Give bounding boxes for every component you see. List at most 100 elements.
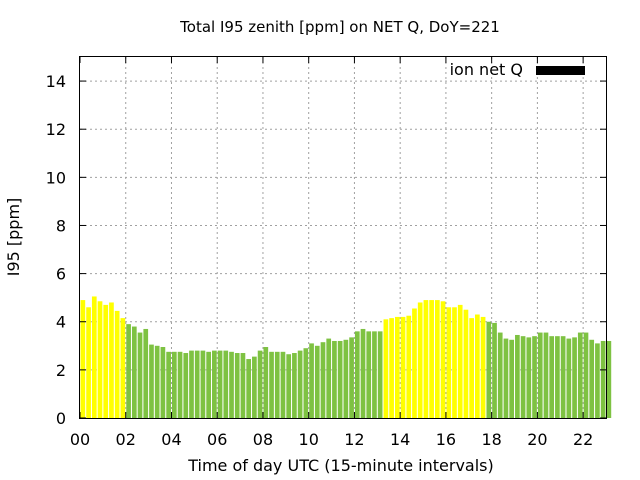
axis-ticks bbox=[79, 57, 606, 419]
bar bbox=[149, 344, 154, 418]
x-tick-label: 10 bbox=[299, 430, 319, 449]
x-tick-label: 00 bbox=[70, 430, 90, 449]
legend-label: ion net Q bbox=[450, 60, 523, 79]
x-tick-label: 18 bbox=[481, 430, 501, 449]
bar bbox=[400, 316, 406, 418]
bar bbox=[383, 319, 389, 418]
bar bbox=[509, 339, 515, 418]
bar bbox=[212, 350, 217, 418]
y-tick-label: 14 bbox=[46, 72, 66, 91]
bar bbox=[171, 351, 177, 418]
bar bbox=[229, 351, 234, 418]
bar bbox=[475, 314, 480, 418]
bar bbox=[337, 340, 343, 418]
bar bbox=[200, 350, 206, 418]
bar bbox=[194, 350, 200, 418]
bar bbox=[217, 350, 223, 418]
bar bbox=[234, 353, 240, 418]
bar bbox=[286, 354, 292, 418]
bar bbox=[120, 318, 126, 418]
legend: ion net Q bbox=[450, 60, 585, 79]
bar bbox=[131, 326, 137, 418]
bar bbox=[91, 296, 97, 418]
bar bbox=[583, 332, 589, 418]
bar bbox=[497, 332, 503, 418]
bar bbox=[309, 343, 314, 418]
bar bbox=[326, 338, 332, 418]
bar bbox=[177, 351, 183, 418]
bar bbox=[160, 347, 166, 418]
bar bbox=[406, 315, 412, 418]
bar bbox=[486, 321, 492, 418]
bar bbox=[560, 336, 566, 418]
bar bbox=[589, 339, 595, 418]
bar bbox=[314, 345, 320, 418]
bar bbox=[274, 351, 280, 418]
y-tick-label: 12 bbox=[46, 120, 66, 139]
bar bbox=[600, 340, 606, 418]
bar bbox=[394, 316, 400, 418]
bar bbox=[452, 307, 457, 418]
bar bbox=[189, 350, 194, 418]
bar bbox=[154, 345, 160, 418]
x-tick-label: 02 bbox=[116, 430, 136, 449]
bar bbox=[595, 343, 600, 418]
bar bbox=[503, 338, 509, 418]
bar bbox=[480, 316, 486, 418]
bar bbox=[457, 304, 463, 418]
bar bbox=[389, 318, 394, 418]
bar bbox=[103, 304, 109, 418]
plot-frame bbox=[79, 56, 607, 419]
bar bbox=[280, 351, 286, 418]
bar bbox=[97, 301, 103, 418]
bar bbox=[440, 301, 446, 418]
bar bbox=[354, 331, 360, 418]
x-tick-label: 04 bbox=[161, 430, 181, 449]
bar bbox=[143, 328, 149, 418]
grid-lines bbox=[80, 57, 606, 418]
bar bbox=[434, 300, 440, 418]
y-axis-label: I95 [ppm] bbox=[4, 198, 23, 277]
bar bbox=[109, 302, 114, 418]
bar bbox=[366, 331, 372, 418]
bar bbox=[446, 307, 452, 418]
bar bbox=[86, 307, 91, 418]
x-tick-label: 06 bbox=[207, 430, 227, 449]
bar bbox=[537, 332, 543, 418]
y-tick-label: 6 bbox=[56, 265, 66, 284]
bar bbox=[520, 336, 526, 418]
bar bbox=[332, 340, 337, 418]
bar bbox=[269, 351, 274, 418]
bar bbox=[240, 353, 246, 418]
bar bbox=[343, 339, 349, 418]
bar bbox=[566, 338, 572, 418]
bar bbox=[417, 302, 423, 418]
x-tick-label: 08 bbox=[253, 430, 273, 449]
bar bbox=[606, 340, 612, 418]
bar bbox=[577, 332, 583, 418]
x-tick-label: 14 bbox=[390, 430, 410, 449]
y-tick-label: 10 bbox=[46, 168, 66, 187]
x-tick-label: 12 bbox=[344, 430, 364, 449]
bar bbox=[206, 351, 211, 418]
bar bbox=[360, 328, 366, 418]
bar bbox=[492, 322, 497, 418]
bar bbox=[246, 359, 252, 418]
bar bbox=[372, 331, 377, 418]
bar bbox=[423, 300, 429, 418]
y-tick-label: 2 bbox=[56, 361, 66, 380]
bar bbox=[429, 300, 434, 418]
bar bbox=[377, 331, 383, 418]
bar bbox=[469, 318, 474, 418]
bar bbox=[137, 332, 143, 418]
x-tick-labels: 00 02 04 06 08 10 12 14 16 18 20 22 bbox=[70, 430, 593, 449]
y-tick-label: 0 bbox=[56, 409, 66, 428]
bar bbox=[303, 348, 309, 418]
bar bbox=[412, 308, 417, 418]
bar bbox=[80, 300, 86, 418]
bar bbox=[126, 324, 131, 418]
bar bbox=[183, 353, 189, 418]
bar bbox=[166, 351, 171, 418]
bar bbox=[549, 336, 555, 418]
